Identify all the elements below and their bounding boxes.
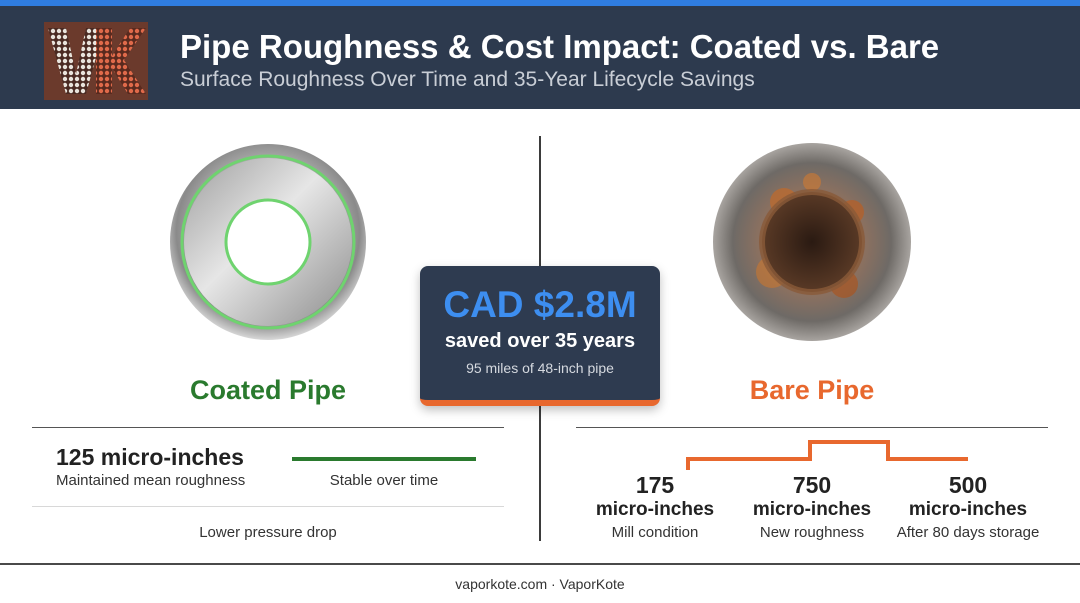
coated-benefit: Lower pressure drop (199, 524, 337, 541)
bare-stage-value: 500 (948, 472, 988, 498)
coated-sub-divider (32, 506, 504, 507)
bare-stage-storage: 500 micro-inches After 80 days storage (888, 472, 1048, 544)
bare-stage-value: 750 (792, 472, 832, 498)
bare-stage-mill: 175 micro-inches Mill condition (575, 472, 735, 544)
bare-stage-unit: micro-inches (752, 499, 872, 520)
page-title: Pipe Roughness & Cost Impact: Coated vs.… (180, 28, 940, 65)
bare-stage-caption: Mill condition (611, 524, 699, 541)
bare-stage-caption: New roughness (759, 524, 865, 541)
top-accent-bar (0, 0, 1080, 6)
footer-text: vaporkote.com · VaporKote (455, 576, 625, 592)
bare-pipe-label: Bare Pipe (749, 375, 875, 405)
bare-stage-value: 175 (635, 472, 675, 498)
coated-roughness-caption: Maintained mean roughness (56, 472, 246, 489)
coated-roughness-value: 125 micro-inches (56, 444, 244, 470)
footer-divider (0, 563, 1080, 565)
coated-divider (32, 427, 504, 428)
bare-stage-caption: After 80 days storage (896, 524, 1040, 541)
page-subtitle: Surface Roughness Over Time and 35-Year … (180, 68, 755, 91)
bare-stage-unit: micro-inches (595, 499, 715, 520)
savings-description: saved over 35 years (444, 330, 636, 352)
bare-divider (576, 427, 1048, 428)
savings-amount: CAD $2.8M (443, 284, 637, 325)
savings-card: CAD $2.8M saved over 35 years 95 miles o… (420, 266, 660, 406)
coated-stable-trend-line (292, 457, 476, 461)
bare-stage-unit: micro-inches (908, 499, 1028, 520)
header-banner: Pipe Roughness & Cost Impact: Coated vs.… (0, 6, 1080, 109)
bare-pipe-illustration (713, 143, 911, 341)
coated-trend-caption: Stable over time (329, 472, 439, 489)
coated-pipe-illustration (170, 144, 366, 340)
bare-roughness-step-line (686, 440, 968, 470)
savings-note: 95 miles of 48-inch pipe (466, 360, 614, 376)
bare-stage-new: 750 micro-inches New roughness (732, 472, 892, 544)
vk-logo-icon (44, 22, 148, 100)
coated-pipe-label: Coated Pipe (189, 375, 347, 405)
